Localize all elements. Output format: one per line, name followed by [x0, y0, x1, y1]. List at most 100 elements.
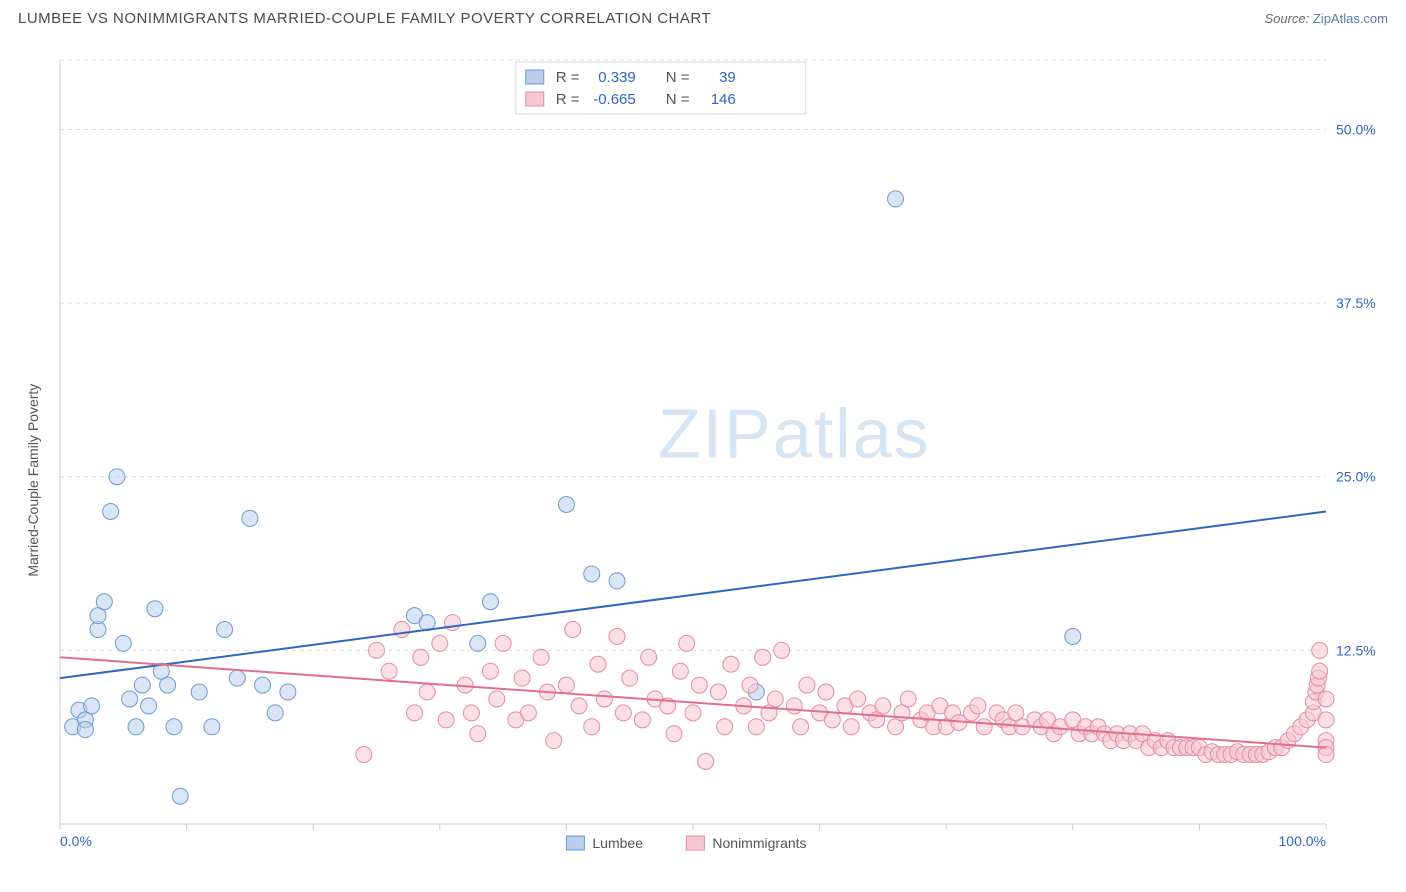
source-attribution: Source: ZipAtlas.com — [1264, 11, 1388, 26]
point-lumbee — [609, 573, 625, 589]
point-lumbee — [217, 622, 233, 638]
point-nonimmigrants — [356, 747, 372, 763]
point-nonimmigrants — [793, 719, 809, 735]
x-max-label: 100.0% — [1279, 833, 1326, 849]
point-nonimmigrants — [970, 698, 986, 714]
point-nonimmigrants — [1318, 747, 1334, 763]
r-label: R = — [556, 91, 580, 108]
point-lumbee — [204, 719, 220, 735]
point-lumbee — [229, 670, 245, 686]
point-lumbee — [166, 719, 182, 735]
point-lumbee — [103, 503, 119, 519]
point-nonimmigrants — [976, 719, 992, 735]
point-lumbee — [134, 677, 150, 693]
chart-title: LUMBEE VS NONIMMIGRANTS MARRIED-COUPLE F… — [18, 10, 711, 27]
point-lumbee — [141, 698, 157, 714]
legend-swatch-nonimmigrants — [686, 836, 704, 850]
legend-label-lumbee: Lumbee — [592, 835, 643, 851]
point-lumbee — [172, 788, 188, 804]
point-lumbee — [280, 684, 296, 700]
r-label: R = — [556, 69, 580, 86]
point-nonimmigrants — [1312, 642, 1328, 658]
source-prefix: Source: — [1264, 11, 1312, 26]
point-nonimmigrants — [691, 677, 707, 693]
point-nonimmigrants — [565, 622, 581, 638]
point-nonimmigrants — [850, 691, 866, 707]
trend-line — [60, 511, 1326, 678]
point-nonimmigrants — [622, 670, 638, 686]
point-lumbee — [191, 684, 207, 700]
point-nonimmigrants — [590, 656, 606, 672]
point-nonimmigrants — [609, 628, 625, 644]
point-nonimmigrants — [818, 684, 834, 700]
point-nonimmigrants — [596, 691, 612, 707]
point-nonimmigrants — [755, 649, 771, 665]
point-nonimmigrants — [748, 719, 764, 735]
point-lumbee — [84, 698, 100, 714]
point-nonimmigrants — [723, 656, 739, 672]
point-lumbee — [255, 677, 271, 693]
point-nonimmigrants — [514, 670, 530, 686]
point-nonimmigrants — [482, 663, 498, 679]
point-lumbee — [128, 719, 144, 735]
point-nonimmigrants — [672, 663, 688, 679]
point-lumbee — [888, 191, 904, 207]
y-tick-label: 37.5% — [1336, 295, 1376, 311]
point-nonimmigrants — [489, 691, 505, 707]
point-nonimmigrants — [666, 726, 682, 742]
point-nonimmigrants — [546, 733, 562, 749]
point-lumbee — [109, 469, 125, 485]
point-nonimmigrants — [717, 719, 733, 735]
point-lumbee — [267, 705, 283, 721]
point-lumbee — [482, 594, 498, 610]
point-nonimmigrants — [634, 712, 650, 728]
point-nonimmigrants — [369, 642, 385, 658]
point-nonimmigrants — [413, 649, 429, 665]
point-nonimmigrants — [767, 691, 783, 707]
point-lumbee — [558, 497, 574, 513]
point-nonimmigrants — [381, 663, 397, 679]
point-nonimmigrants — [533, 649, 549, 665]
y-axis-label: Married-Couple Family Poverty — [25, 384, 41, 577]
point-lumbee — [77, 722, 93, 738]
scatter-chart: ZIPatlas12.5%25.0%37.5%50.0%0.0%100.0%Ma… — [18, 40, 1388, 872]
point-lumbee — [160, 677, 176, 693]
point-lumbee — [96, 594, 112, 610]
point-lumbee — [242, 510, 258, 526]
point-nonimmigrants — [438, 712, 454, 728]
point-nonimmigrants — [571, 698, 587, 714]
watermark: ZIPatlas — [658, 394, 931, 472]
point-nonimmigrants — [786, 698, 802, 714]
point-nonimmigrants — [470, 726, 486, 742]
point-nonimmigrants — [520, 705, 536, 721]
point-nonimmigrants — [679, 635, 695, 651]
point-nonimmigrants — [1318, 712, 1334, 728]
source-link[interactable]: ZipAtlas.com — [1313, 11, 1388, 26]
point-nonimmigrants — [875, 698, 891, 714]
point-nonimmigrants — [1318, 691, 1334, 707]
point-nonimmigrants — [799, 677, 815, 693]
point-lumbee — [1065, 628, 1081, 644]
point-nonimmigrants — [685, 705, 701, 721]
point-nonimmigrants — [698, 753, 714, 769]
point-nonimmigrants — [742, 677, 758, 693]
n-value-nonimmigrants: 146 — [711, 91, 736, 108]
point-nonimmigrants — [463, 705, 479, 721]
n-label: N = — [666, 69, 690, 86]
point-lumbee — [115, 635, 131, 651]
point-nonimmigrants — [419, 684, 435, 700]
point-lumbee — [147, 601, 163, 617]
point-nonimmigrants — [584, 719, 600, 735]
y-tick-label: 12.5% — [1336, 642, 1376, 658]
legend-label-nonimmigrants: Nonimmigrants — [712, 835, 806, 851]
point-nonimmigrants — [1312, 663, 1328, 679]
y-tick-label: 50.0% — [1336, 121, 1376, 137]
n-value-lumbee: 39 — [719, 69, 736, 86]
r-value-lumbee: 0.339 — [598, 69, 636, 86]
point-lumbee — [122, 691, 138, 707]
chart-area: ZIPatlas12.5%25.0%37.5%50.0%0.0%100.0%Ma… — [18, 40, 1388, 872]
point-nonimmigrants — [406, 705, 422, 721]
point-nonimmigrants — [710, 684, 726, 700]
point-nonimmigrants — [432, 635, 448, 651]
point-nonimmigrants — [824, 712, 840, 728]
